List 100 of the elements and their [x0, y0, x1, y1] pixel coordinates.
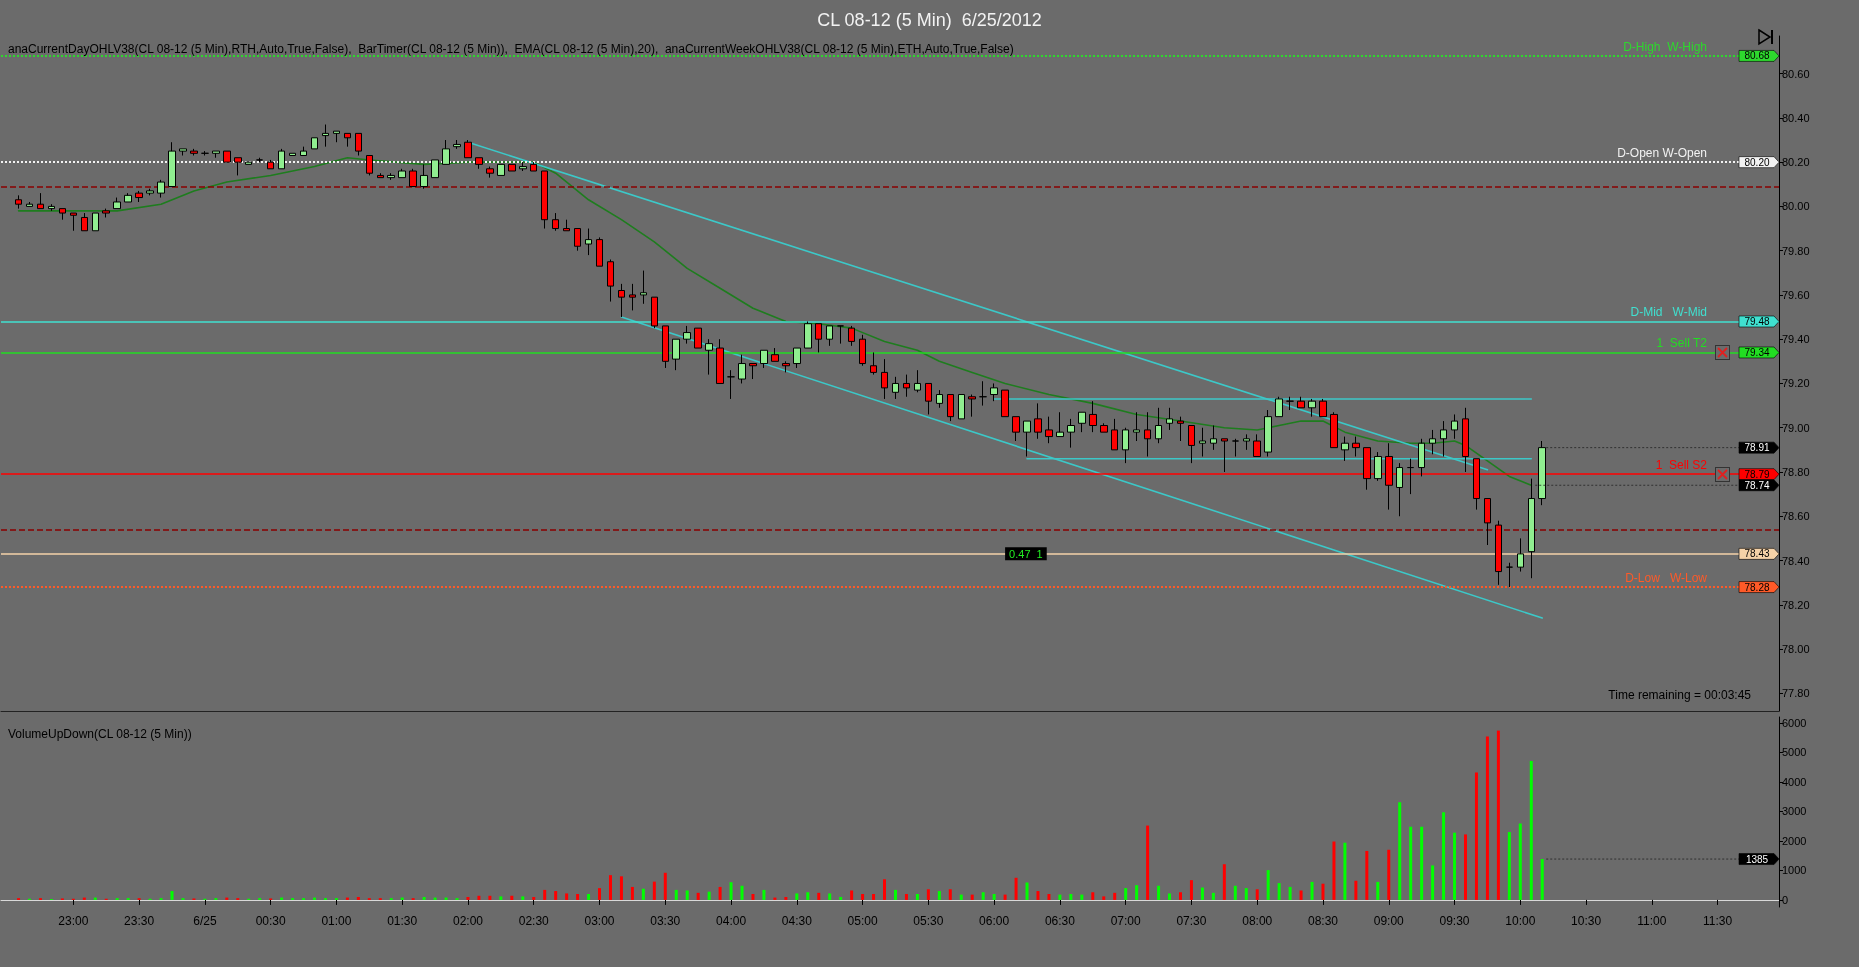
candlestick: [563, 219, 570, 232]
annotation: 79.34: [1744, 346, 1770, 358]
bar: [1431, 865, 1435, 900]
bar: [1091, 892, 1095, 900]
bar: [1529, 760, 1533, 900]
x-tick-label: 03:00: [584, 914, 615, 928]
candlestick: [979, 380, 987, 407]
candlestick: [344, 132, 351, 148]
candlestick: [1286, 396, 1294, 411]
bar: [685, 890, 689, 900]
bar: [608, 875, 612, 900]
bar: [1507, 832, 1511, 900]
bar: [1365, 850, 1369, 900]
annotation: 80.20: [1744, 156, 1770, 168]
candlestick: [1078, 411, 1086, 433]
bar: [1157, 885, 1161, 900]
bar: [1343, 842, 1347, 900]
candlestick: [37, 192, 44, 210]
bar: [1178, 892, 1182, 900]
y-tick-label: 4000: [1782, 775, 1807, 788]
y-tick-label: 6000: [1782, 716, 1807, 729]
candlestick: [1264, 409, 1272, 457]
bar: [466, 896, 470, 900]
candlestick: [201, 150, 209, 157]
bar: [806, 892, 810, 900]
x-tick-label: 08:00: [1242, 914, 1273, 928]
candlestick: [782, 360, 790, 373]
bar: [959, 894, 963, 900]
bar: [587, 894, 591, 900]
bar: [619, 876, 623, 900]
candlestick: [475, 157, 483, 170]
candlestick: [355, 132, 362, 157]
candlestick: [694, 327, 702, 349]
candlestick: [113, 197, 121, 210]
x-tick-label: 10:00: [1505, 914, 1536, 928]
bar: [1080, 894, 1084, 900]
candlestick: [15, 194, 22, 210]
bar: [795, 893, 799, 900]
candlestick: [1506, 562, 1513, 588]
bar: [1047, 894, 1051, 900]
x-tick-label: 00:30: [255, 914, 286, 928]
candlestick: [870, 351, 877, 376]
candlestick: [815, 323, 822, 353]
ref-line-label: D-Open W-Open: [1617, 146, 1707, 161]
candlestick: [486, 166, 494, 179]
candlestick: [1352, 436, 1360, 457]
annotation: 80.68: [1744, 50, 1770, 62]
bar: [1058, 894, 1062, 900]
bar: [883, 879, 887, 900]
candlestick: [278, 148, 285, 170]
x-tick-label: 01:00: [321, 914, 352, 928]
candlestick: [1012, 416, 1020, 442]
bar: [707, 891, 711, 900]
bar: [992, 894, 996, 900]
bar: [543, 889, 547, 900]
candlestick: [311, 137, 318, 150]
y-tick-label: 80.00: [1782, 200, 1810, 213]
x-tick-label: 11:00: [1637, 914, 1667, 928]
candlestick: [1133, 411, 1140, 442]
candlestick: [640, 270, 647, 305]
candlestick: [1407, 458, 1414, 495]
candlestick: [1243, 433, 1250, 451]
candlestick: [936, 389, 943, 409]
bar: [828, 893, 832, 900]
candlestick: [1418, 438, 1425, 477]
candlestick: [59, 208, 66, 221]
candlestick: [1528, 478, 1535, 579]
ref-line-label: D-High W-High: [1623, 39, 1707, 54]
candlestick: [903, 374, 910, 398]
candlestick: [146, 188, 154, 196]
candlestick: [1111, 418, 1118, 451]
candlestick: [26, 201, 33, 207]
bar: [1420, 826, 1424, 900]
x-tick-label: 11:30: [1703, 914, 1733, 928]
candlestick: [1155, 407, 1162, 444]
bar: [576, 894, 580, 900]
bar: [499, 896, 503, 900]
candlestick: [1023, 420, 1031, 457]
bar: [872, 894, 876, 900]
bar: [937, 891, 941, 900]
x-tick-label: 09:30: [1439, 914, 1470, 928]
candlestick: [333, 130, 340, 143]
candlestick: [629, 283, 636, 311]
y-tick-label: 79.20: [1782, 377, 1810, 390]
candlestick: [1232, 438, 1239, 457]
x-tick-label: 04:30: [781, 914, 813, 928]
candlestick: [1253, 433, 1261, 457]
y-tick-label: 79.80: [1782, 244, 1810, 257]
candlestick: [672, 338, 680, 371]
bar: [1310, 881, 1314, 900]
bar: [1398, 802, 1402, 900]
bar: [915, 894, 919, 900]
y-tick-label: 2000: [1782, 834, 1807, 847]
bar: [839, 896, 843, 900]
candlestick: [848, 325, 855, 347]
bar: [1376, 881, 1380, 900]
x-tick-label: 04:00: [716, 914, 747, 928]
candlestick: [859, 334, 866, 367]
candlestick: [826, 325, 833, 347]
candlestick: [1374, 451, 1382, 482]
